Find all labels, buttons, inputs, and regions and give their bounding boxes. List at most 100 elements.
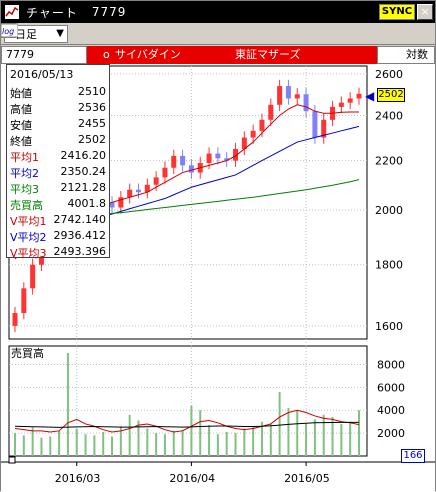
line-chart-button[interactable]	[1, 23, 208, 42]
volume-bar	[278, 391, 281, 456]
volume-bar	[296, 410, 299, 456]
volume-tick-label: 4000	[377, 404, 405, 417]
popup-label: 高値	[10, 103, 32, 116]
volume-bar	[225, 431, 228, 456]
popup-value: 2493.396	[53, 245, 107, 258]
candlestick	[268, 104, 274, 120]
ma-button[interactable]: MA	[1, 25, 248, 42]
all-view-button[interactable]	[1, 25, 128, 42]
popup-value: 2510	[78, 85, 106, 98]
crosshair-tool-button[interactable]	[1, 23, 88, 42]
candlestick	[206, 153, 212, 163]
candlestick	[294, 94, 300, 99]
candlestick	[144, 184, 150, 193]
popup-value: 2350.24	[60, 165, 107, 178]
candlestick	[21, 288, 27, 314]
popup-value: 2416.20	[60, 149, 107, 162]
zoom-button[interactable]	[1, 23, 228, 42]
volume-bar	[208, 425, 211, 456]
stock-name: サイバダイン	[115, 48, 181, 61]
popup-row: 高値 2536	[10, 101, 106, 116]
volume-bar	[40, 437, 43, 456]
volume-average-line	[14, 409, 360, 433]
popup-row: V平均1 2742.140	[10, 213, 107, 228]
volume-bar	[313, 419, 316, 456]
trend-line-button[interactable]	[2, 25, 168, 42]
candlestick	[12, 313, 18, 326]
popup-value: 2742.140	[53, 213, 107, 226]
volume-bar	[146, 428, 149, 456]
popup-row: 終値 2502	[10, 133, 106, 148]
price-chart[interactable]: 2600 2400 2200 2000 1800 1600 2016/03 2016/04 20…	[1, 64, 435, 492]
sync-button[interactable]: SYNC	[379, 4, 415, 20]
volume-average-line	[14, 421, 359, 428]
market-name: 東証マザーズ	[235, 48, 301, 61]
volume-bar	[163, 434, 166, 456]
candlestick	[250, 130, 256, 138]
volume-bar	[155, 433, 158, 456]
volume-bar	[216, 434, 219, 456]
price-tick-label: 1800	[375, 259, 403, 272]
settings-button[interactable]	[3, 25, 268, 42]
popup-row: 売買高 4001.8	[10, 197, 106, 212]
volume-tick-label: 2000	[377, 427, 405, 440]
price-info-popup: 2016/05/13 始値 2510 高値 2536 安値 2455 終値 2502 平…	[6, 64, 110, 260]
volume-bar	[102, 431, 105, 456]
volume-count-badge[interactable]: 166	[401, 449, 425, 463]
popup-label: 終値	[10, 135, 32, 148]
candlestick	[30, 264, 36, 289]
close-button[interactable]: ×	[417, 4, 433, 20]
volume-bar	[75, 428, 78, 456]
period-label: 日足	[15, 27, 37, 41]
log-icon: log	[1, 23, 18, 38]
popup-label: 平均3	[10, 183, 39, 196]
volume-bar	[358, 410, 360, 456]
candlestick	[127, 189, 133, 198]
popup-label: V平均2	[10, 231, 47, 244]
indicator-button[interactable]	[1, 25, 188, 42]
search-settings-button[interactable]	[1, 23, 288, 42]
popup-row: 平均1 2416.20	[10, 149, 107, 164]
volume-bar	[252, 426, 255, 456]
period-select[interactable]: 日足 ▼	[4, 24, 68, 43]
volume-panel-title: 売買高	[11, 346, 44, 360]
popup-value: 2455	[78, 117, 106, 130]
popup-label: V平均1	[10, 215, 47, 228]
candlestick	[233, 148, 239, 161]
toolbar: 日足 ▼ MA	[1, 23, 435, 45]
window-title: チャート	[26, 5, 78, 20]
volume-bar	[234, 433, 237, 456]
popup-row: 始値 2510	[10, 85, 106, 100]
log-scale-button[interactable]: log	[1, 23, 308, 42]
volume-bar	[49, 436, 52, 456]
volume-bar	[14, 433, 16, 456]
info-bar: 7779 o サイバダイン 東証マザーズ 対数	[1, 46, 435, 64]
candlestick	[109, 202, 115, 208]
bar-chart-button[interactable]	[2, 25, 148, 42]
popup-row: V平均2 2936.412	[10, 229, 106, 244]
scroll-handle	[8, 456, 16, 464]
price-tick-label: 2600	[375, 68, 403, 81]
window-code-title: 7779	[91, 5, 127, 19]
last-price-badge: 2502	[377, 88, 405, 102]
candlestick	[241, 137, 247, 149]
title-bar[interactable]: チャート 7779 SYNC ×	[1, 1, 435, 23]
code-field[interactable]: 7779	[1, 46, 87, 64]
volume-bar	[305, 422, 308, 456]
candlestick	[215, 153, 221, 159]
candlestick	[312, 111, 318, 138]
candlestick	[180, 155, 186, 166]
marker-label: o	[103, 48, 110, 61]
scroll-tool-button[interactable]	[1, 25, 108, 42]
volume-bar	[84, 434, 87, 456]
popup-label: V平均3	[10, 247, 47, 260]
volume-bar	[119, 426, 122, 456]
date-tick-label: 2016/05	[284, 472, 330, 485]
volume-bar	[190, 405, 193, 456]
price-tick-label: 2400	[375, 109, 403, 122]
candlestick	[118, 197, 124, 208]
scale-toggle[interactable]: 対数	[377, 46, 435, 64]
popup-label: 平均1	[10, 151, 39, 164]
date-tick-label: 2016/03	[55, 472, 101, 485]
volume-bar	[128, 414, 131, 456]
